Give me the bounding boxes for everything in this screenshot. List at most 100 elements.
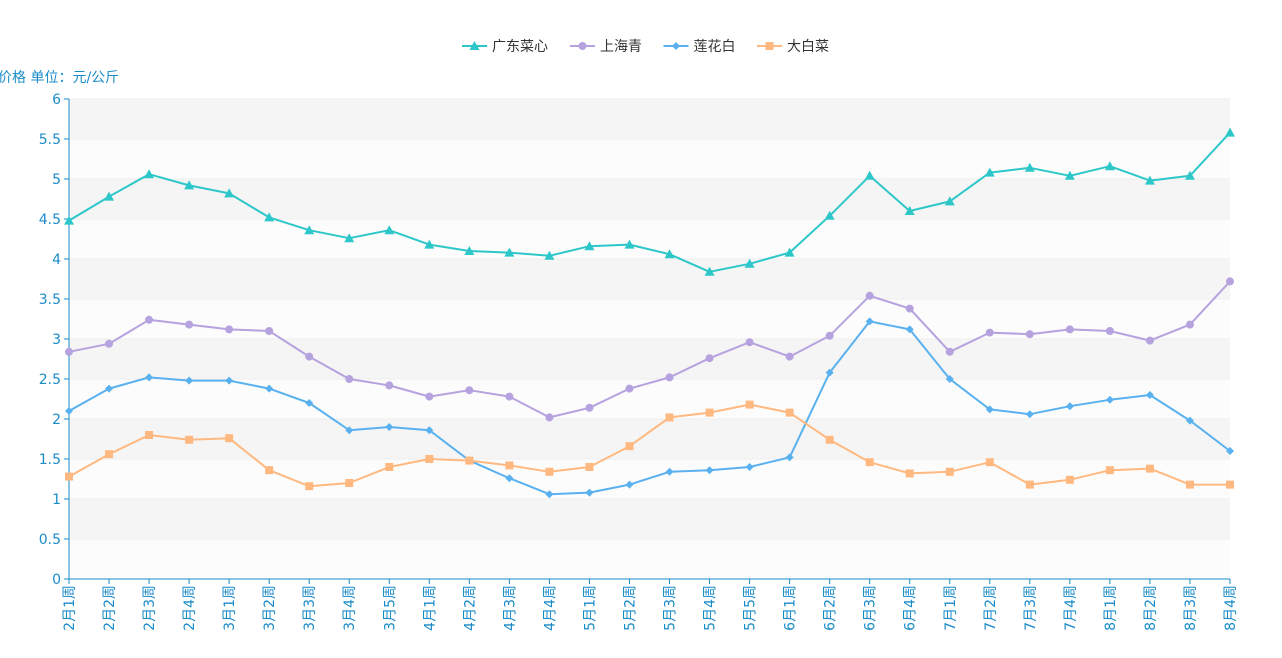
data-point: [344, 233, 355, 243]
data-point: [1226, 480, 1234, 489]
data-point: [304, 225, 315, 235]
legend[interactable]: 广东菜心 上海青 莲花白 大白菜: [462, 39, 829, 55]
data-point: [345, 375, 354, 383]
x-tick-label: 3月1周: [222, 585, 238, 631]
x-tick-label: 7月3周: [1023, 585, 1039, 631]
x-tick-label: 8月1周: [1103, 585, 1119, 631]
x-tick-label: 2月4周: [182, 585, 198, 631]
data-point: [945, 375, 954, 383]
grid-band: [69, 139, 1230, 179]
data-point: [145, 431, 154, 439]
data-point: [1065, 475, 1074, 484]
data-point: [225, 325, 234, 334]
data-point: [825, 368, 834, 377]
x-tick-label: 6月2周: [823, 585, 839, 631]
x-tick-label: 6月3周: [863, 585, 879, 631]
grid-band: [69, 339, 1230, 379]
data-point: [985, 328, 994, 337]
y-tick-label: 4: [52, 252, 61, 268]
data-point: [665, 373, 674, 382]
data-point: [825, 331, 834, 340]
data-point: [745, 463, 754, 471]
data-point: [505, 392, 514, 401]
data-point: [785, 453, 794, 462]
data-point: [1065, 325, 1074, 334]
series-2: [65, 277, 1234, 422]
y-tick-label: 3: [52, 332, 61, 348]
data-point: [1145, 336, 1154, 345]
x-tick-label: 7月4周: [1063, 585, 1079, 631]
data-point: [384, 225, 395, 235]
data-point: [105, 339, 114, 348]
data-point: [305, 352, 314, 361]
y-tick-label: 0: [52, 572, 61, 588]
x-tick-label: 4月4周: [542, 585, 558, 631]
data-point: [465, 386, 474, 395]
data-point: [425, 426, 434, 435]
data-point: [1025, 330, 1034, 339]
legend-item[interactable]: 广东菜心: [462, 39, 548, 55]
data-point: [1185, 416, 1194, 425]
y-axis: 0 0.5 1 1.5 2 2.5 3 3.5 4 4.5 5 5.5 6: [39, 92, 70, 588]
data-point: [65, 347, 73, 356]
grid-band: [69, 259, 1230, 299]
data-point: [945, 347, 954, 356]
data-point: [705, 354, 714, 363]
data-point: [1025, 410, 1034, 419]
legend-marker: [765, 42, 774, 50]
data-point: [705, 408, 714, 417]
data-point: [265, 384, 274, 393]
x-tick-label: 3月4周: [342, 585, 358, 631]
data-point: [944, 196, 955, 206]
data-point: [505, 474, 514, 483]
data-point: [265, 327, 274, 335]
x-tick-label: 7月2周: [983, 585, 999, 631]
y-tick-label: 0.5: [39, 532, 61, 548]
data-point: [1105, 327, 1114, 335]
x-tick-label: 8月2周: [1143, 585, 1159, 631]
legend-item[interactable]: 大白菜: [757, 39, 829, 55]
data-point: [385, 463, 394, 471]
x-tick-label: 5月4周: [703, 585, 719, 631]
grid-band: [69, 499, 1230, 539]
series-line: [68, 403, 1230, 488]
data-point: [1025, 480, 1034, 489]
data-point: [104, 191, 115, 201]
data-point: [305, 482, 314, 491]
x-tick-label: 7月1周: [943, 585, 959, 631]
grid-bands: [69, 99, 1230, 579]
x-tick-label: 5月2周: [622, 585, 638, 631]
data-point: [625, 384, 634, 393]
data-point: [185, 320, 194, 329]
data-point: [1144, 175, 1155, 185]
data-point: [825, 435, 834, 444]
data-point: [865, 458, 874, 467]
data-point: [385, 423, 394, 431]
data-point: [864, 170, 875, 180]
data-point: [664, 249, 675, 259]
data-point: [905, 304, 914, 313]
data-point: [1024, 162, 1035, 172]
data-point: [305, 399, 314, 407]
series-layer: [64, 127, 1235, 499]
data-point: [425, 392, 434, 401]
legend-label: 大白菜: [787, 39, 829, 55]
data-point: [425, 455, 434, 463]
data-point: [144, 169, 155, 179]
legend-item[interactable]: 莲花白: [663, 39, 736, 55]
data-point: [1185, 320, 1194, 329]
data-point: [784, 247, 795, 257]
data-point: [624, 239, 635, 249]
x-tick-label: 2月1周: [62, 585, 78, 631]
x-tick-label: 5月3周: [663, 585, 679, 631]
y-tick-label: 6: [52, 92, 61, 108]
grid-band: [69, 99, 1230, 139]
data-point: [785, 408, 794, 417]
x-tick-label: 4月3周: [502, 585, 518, 631]
grid-band: [69, 379, 1230, 419]
legend-item[interactable]: 上海青: [570, 39, 642, 55]
y-tick-label: 5: [52, 172, 61, 188]
data-point: [865, 317, 874, 326]
data-point: [385, 381, 394, 390]
y-tick-label: 2.5: [39, 372, 61, 388]
